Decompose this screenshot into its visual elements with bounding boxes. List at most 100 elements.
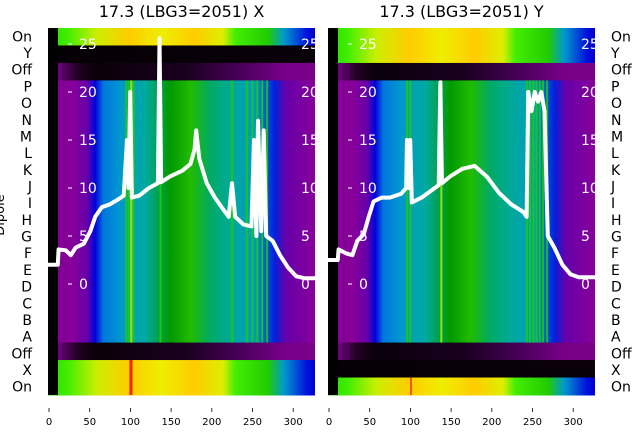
heatmap-stripe [131, 360, 133, 395]
heatmap-row [328, 237, 595, 256]
row-label: L [24, 146, 32, 162]
heatmap-row [328, 220, 595, 239]
row-label: Y [22, 46, 32, 62]
chart-title: 17.3 (LBG3=2051) X [99, 2, 265, 21]
row-label: H [611, 213, 622, 229]
heatmap-stripe [542, 80, 545, 343]
overlay-tick-label: 20 [581, 85, 599, 101]
y-axis-label: Dipole [0, 194, 8, 235]
heatmap-row [328, 272, 595, 291]
heatmap-row [48, 237, 315, 256]
x-tick-label: 150 [162, 417, 181, 428]
row-label: H [21, 213, 32, 229]
row-label: On [12, 380, 32, 396]
overlay-tick-label: 25 [581, 37, 599, 53]
row-label: G [21, 230, 32, 246]
heatmap-row [328, 307, 595, 326]
row-label: O [21, 96, 32, 112]
x-tick-label: 200 [482, 417, 501, 428]
overlay-tick-label: 20 [359, 85, 377, 101]
heatmap-row [48, 290, 315, 309]
row-label: B [611, 313, 621, 329]
heatmap-row [48, 150, 315, 169]
panel-y: 25 25 20 20 15 15 10 10 5 50 0 17.3 (LBG3=2051) Y On… [326, 2, 632, 428]
heatmap-stripe [127, 80, 130, 343]
x-tick-label: 0 [46, 417, 52, 428]
row-label: K [611, 163, 621, 179]
overlay-tick-label: 5 [301, 229, 310, 245]
overlay-tick-label: 0 [581, 277, 590, 293]
overlay-tick-label: 10 [79, 181, 97, 197]
row-label: X [611, 363, 621, 379]
row-label: On [611, 29, 631, 45]
heatmap-row [48, 307, 315, 326]
overlay-line [328, 80, 595, 280]
overlay-tick-label: 15 [581, 133, 599, 149]
heatmap-stripe [538, 80, 541, 343]
overlay-tick-label: 20 [301, 85, 319, 101]
heatmap-row [48, 62, 315, 81]
heatmap-row [48, 342, 315, 361]
overlay-tick-label: 5 [79, 229, 88, 245]
heatmap-row [48, 255, 315, 274]
x-tick-label: 50 [83, 417, 96, 428]
row-label: G [611, 230, 622, 246]
heatmap-row [48, 115, 315, 134]
row-label: On [611, 380, 631, 396]
heatmap-row [328, 290, 595, 309]
heatmap-row [328, 150, 595, 169]
heatmap-stripe [409, 80, 412, 343]
row-label: N [611, 113, 621, 129]
row-label: E [611, 263, 620, 279]
overlay-tick-label: 25 [359, 37, 377, 53]
x-tick-label: 250 [243, 417, 262, 428]
overlay-tick-label: 15 [359, 133, 377, 149]
heatmap-column [328, 28, 338, 395]
overlay-tick-label: 25 [79, 37, 97, 53]
row-label: F [611, 246, 619, 262]
heatmap-row [48, 167, 315, 186]
row-label: X [22, 363, 32, 379]
overlay-tick-label: 0 [301, 277, 310, 293]
heatmap-row [48, 325, 315, 344]
heatmap-row [328, 342, 595, 361]
heatmap-row [48, 28, 315, 46]
row-label: K [23, 163, 33, 179]
row-label: Y [610, 46, 620, 62]
row-label: M [20, 129, 32, 145]
row-label: I [611, 196, 615, 212]
heatmap-stripe [532, 80, 535, 343]
row-label: L [611, 146, 619, 162]
overlay-tick-label: 10 [581, 181, 599, 197]
row-label: Off [611, 346, 632, 362]
x-tick-label: 300 [564, 417, 583, 428]
heatmap-row [48, 80, 315, 99]
row-label: O [611, 96, 622, 112]
row-label: Off [611, 63, 632, 79]
x-tick-label: 100 [401, 417, 420, 428]
row-label: I [28, 196, 32, 212]
heatmap-row [48, 360, 315, 379]
row-label: P [611, 79, 619, 95]
heatmap-stripe [130, 80, 133, 343]
row-label: N [22, 113, 32, 129]
heatmap-row [48, 97, 315, 116]
row-label: D [21, 280, 32, 296]
x-tick-label: 250 [523, 417, 542, 428]
chart-title: 17.3 (LBG3=2051) Y [379, 2, 544, 21]
overlay-tick-label: 10 [301, 181, 319, 197]
row-label: E [23, 263, 32, 279]
x-tick-label: 150 [442, 417, 461, 428]
heatmap-row [48, 185, 315, 204]
x-tick-label: 300 [284, 417, 303, 428]
heatmap-stripe [529, 80, 532, 343]
x-tick-label: 200 [202, 417, 221, 428]
heatmap-stripe [406, 80, 409, 343]
row-label: A [22, 330, 32, 346]
heatmap-stripe [440, 80, 443, 343]
x-tick-label: 100 [121, 417, 140, 428]
row-label: B [22, 313, 32, 329]
heatmap-stripe [132, 80, 135, 343]
row-label: C [611, 296, 621, 312]
